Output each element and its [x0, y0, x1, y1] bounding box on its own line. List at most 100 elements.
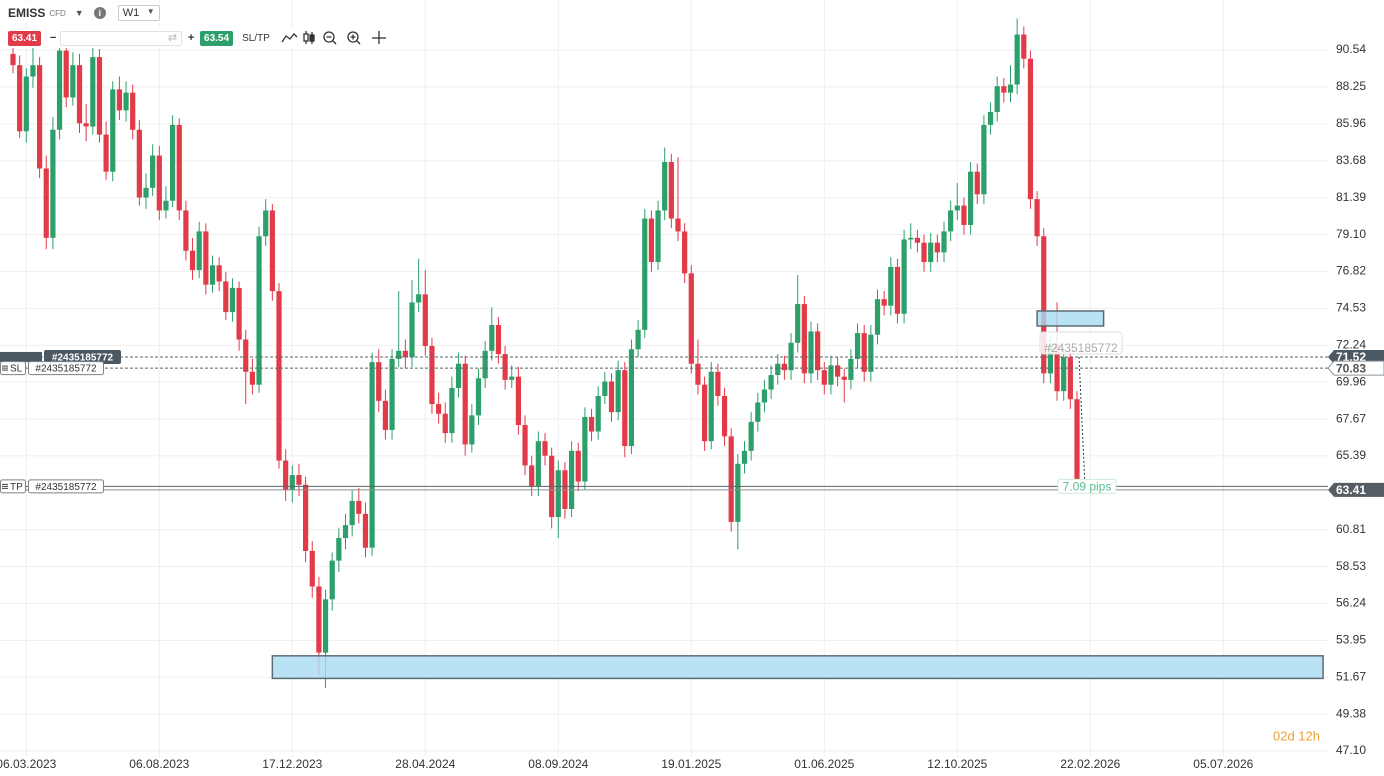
- candle-body: [815, 331, 821, 371]
- candle-body: [116, 89, 122, 111]
- candle-body: [841, 376, 847, 380]
- sl-price-box: [1327, 360, 1384, 376]
- candle-body: [801, 304, 807, 374]
- candle-body: [888, 266, 894, 306]
- position-tag: [44, 349, 121, 364]
- x-tick-label: 17.12.2023: [262, 757, 322, 771]
- tp-tag: TP: [10, 482, 23, 493]
- candle-body: [615, 370, 621, 413]
- candle-body: [70, 65, 76, 98]
- pan-button[interactable]: [371, 31, 386, 44]
- candle-body: [369, 362, 375, 548]
- candle-body: [868, 334, 874, 372]
- y-tick-label: 56.24: [1336, 596, 1366, 610]
- bid-button[interactable]: 63.41: [8, 30, 42, 46]
- candle-body: [582, 416, 588, 482]
- order-tooltip-id: #2435185772: [1044, 341, 1118, 355]
- ask-button[interactable]: 63.54: [200, 30, 234, 46]
- x-tick-label: 08.09.2024: [528, 757, 588, 771]
- sl-price: 70.83: [1336, 361, 1366, 375]
- candle-body: [482, 350, 488, 379]
- candle-body: [721, 396, 728, 437]
- candle-body: [608, 381, 615, 413]
- symbol-type: CFD: [49, 8, 66, 18]
- candle-body: [941, 231, 947, 253]
- candle-body: [56, 50, 63, 130]
- candle-body: [1047, 344, 1053, 374]
- candle-body: [628, 349, 635, 447]
- line-chart-button[interactable]: [281, 33, 298, 43]
- candle-body: [263, 210, 269, 237]
- x-tick-label: 19.01.2025: [661, 757, 721, 771]
- candle-chart-button[interactable]: [303, 31, 315, 44]
- y-tick-label: 51.67: [1336, 669, 1366, 683]
- candle-body: [196, 231, 202, 271]
- candle-body: [775, 363, 781, 376]
- candle-body: [874, 299, 881, 335]
- candle-body: [429, 345, 435, 405]
- candle-body: [675, 218, 681, 232]
- y-tick-label: 58.53: [1336, 559, 1366, 573]
- x-tick-label: 22.02.2026: [1060, 757, 1120, 771]
- candle-body: [163, 200, 169, 211]
- y-tick-label: 65.39: [1336, 448, 1366, 462]
- x-tick-label: 05.07.2026: [1193, 757, 1253, 771]
- candle-body: [1061, 357, 1067, 392]
- candle-body: [136, 129, 142, 198]
- target-connector: [1078, 356, 1086, 487]
- candle-body: [542, 441, 548, 456]
- symbol: EMISS: [8, 6, 46, 20]
- trade-bar: 63.41 − ⇄ + 63.54 SL/TP: [0, 28, 400, 48]
- candle-body: [17, 65, 23, 132]
- current-price-box: [1328, 482, 1384, 497]
- candle-body: [781, 363, 787, 371]
- candle-body: [961, 205, 967, 225]
- candle-body: [123, 92, 129, 111]
- volume-input[interactable]: ⇄: [60, 30, 183, 46]
- position-price-box: [1328, 349, 1384, 364]
- candle-body: [835, 365, 841, 377]
- plus-button[interactable]: +: [187, 32, 195, 44]
- candle-body: [309, 550, 315, 587]
- candle-body: [848, 358, 854, 380]
- x-tick-label: 06.08.2023: [129, 757, 189, 771]
- candle-body: [974, 171, 980, 195]
- candle-body: [495, 325, 502, 355]
- candle-body: [908, 237, 914, 240]
- candle-body: [489, 325, 495, 351]
- position-id: #2435185772: [52, 353, 114, 364]
- zoom-in-button[interactable]: [347, 31, 361, 45]
- candle-body: [682, 231, 688, 274]
- minus-button[interactable]: −: [49, 32, 57, 44]
- candle-body: [1014, 34, 1020, 85]
- candle-body: [90, 57, 96, 127]
- sltp-button[interactable]: SL/TP: [242, 32, 270, 44]
- candle-body: [1074, 399, 1080, 488]
- candle-body: [914, 237, 920, 243]
- sl-tag-box: [0, 361, 26, 376]
- candle-body: [502, 354, 508, 380]
- candle-body: [283, 460, 289, 490]
- position-tag-stem: [0, 351, 42, 362]
- candle-body: [336, 538, 342, 561]
- candle-body: [761, 389, 768, 403]
- bar-countdown: 02d 12h: [1273, 728, 1320, 743]
- info-button[interactable]: i: [93, 7, 106, 19]
- symbol-dropdown[interactable]: ▼: [74, 8, 84, 18]
- tp-tag-box: [0, 479, 26, 494]
- zoom-out-button[interactable]: [323, 31, 337, 45]
- sl-tag: SL: [10, 364, 23, 375]
- candle-body: [23, 76, 29, 132]
- candle-body: [994, 86, 1000, 112]
- y-tick-label: 76.82: [1336, 264, 1366, 278]
- candle-body: [881, 299, 887, 306]
- candle-body: [475, 378, 482, 416]
- candle-body: [642, 218, 648, 330]
- candle-body: [402, 350, 408, 358]
- candle-body: [249, 371, 255, 385]
- candle-body: [442, 413, 448, 434]
- y-tick-label: 72.24: [1336, 338, 1366, 352]
- timeframe-select[interactable]: W1 ▼: [117, 5, 160, 21]
- y-tick-label: 47.10: [1336, 743, 1366, 757]
- candle-body: [828, 365, 834, 385]
